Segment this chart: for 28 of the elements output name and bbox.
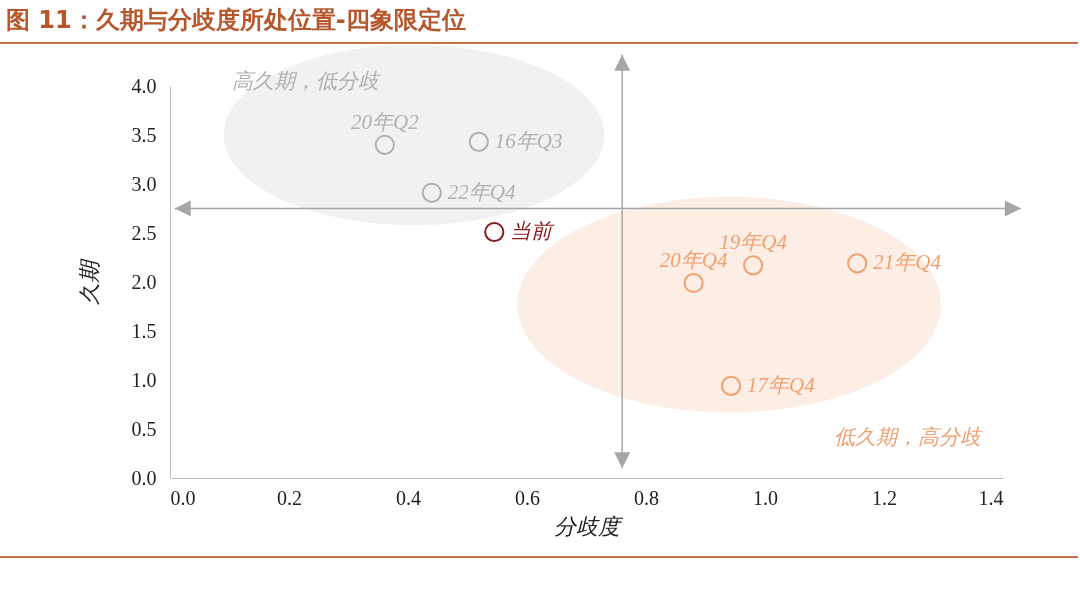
x-tick-label: 1.2 [872, 486, 897, 509]
y-tick-label: 3.5 [131, 123, 157, 146]
annotation: 17年Q4 [747, 372, 816, 397]
x-tick-label: 0.0 [170, 486, 196, 509]
y-tick-label: 1.5 [131, 319, 157, 342]
y-tick-label: 2.5 [131, 221, 157, 244]
y-tick-label: 1.0 [131, 368, 157, 391]
x-tick-label: 0.2 [277, 486, 302, 509]
y-tick-label: 4.0 [131, 74, 157, 97]
y-tick-label: 2.0 [131, 270, 157, 293]
y-axis-title: 久期 [76, 257, 102, 305]
annotation: 当前 [510, 219, 556, 244]
x-tick-label: 1.4 [978, 486, 1004, 509]
annotation: 高久期，低分歧 [231, 69, 381, 94]
annotation: 低久期，高分歧 [834, 424, 984, 449]
y-tick-label: 0.0 [131, 466, 157, 489]
y-tick-label: 3.0 [131, 172, 157, 195]
x-tick-label: 0.6 [515, 486, 540, 509]
x-tick-label: 0.4 [396, 486, 421, 509]
y-tick-label: 0.5 [131, 417, 157, 440]
annotation: 20年Q2 [350, 109, 420, 134]
chart-title: 图 11：久期与分歧度所处位置-四象限定位 [0, 2, 1078, 44]
annotation: 21年Q4 [873, 250, 942, 275]
annotation: 16年Q3 [494, 128, 563, 153]
x-tick-label: 1.0 [753, 486, 778, 509]
annotation: 22年Q4 [447, 179, 516, 204]
x-axis-title: 分歧度 [554, 513, 624, 539]
x-tick-label: 0.8 [634, 486, 659, 509]
